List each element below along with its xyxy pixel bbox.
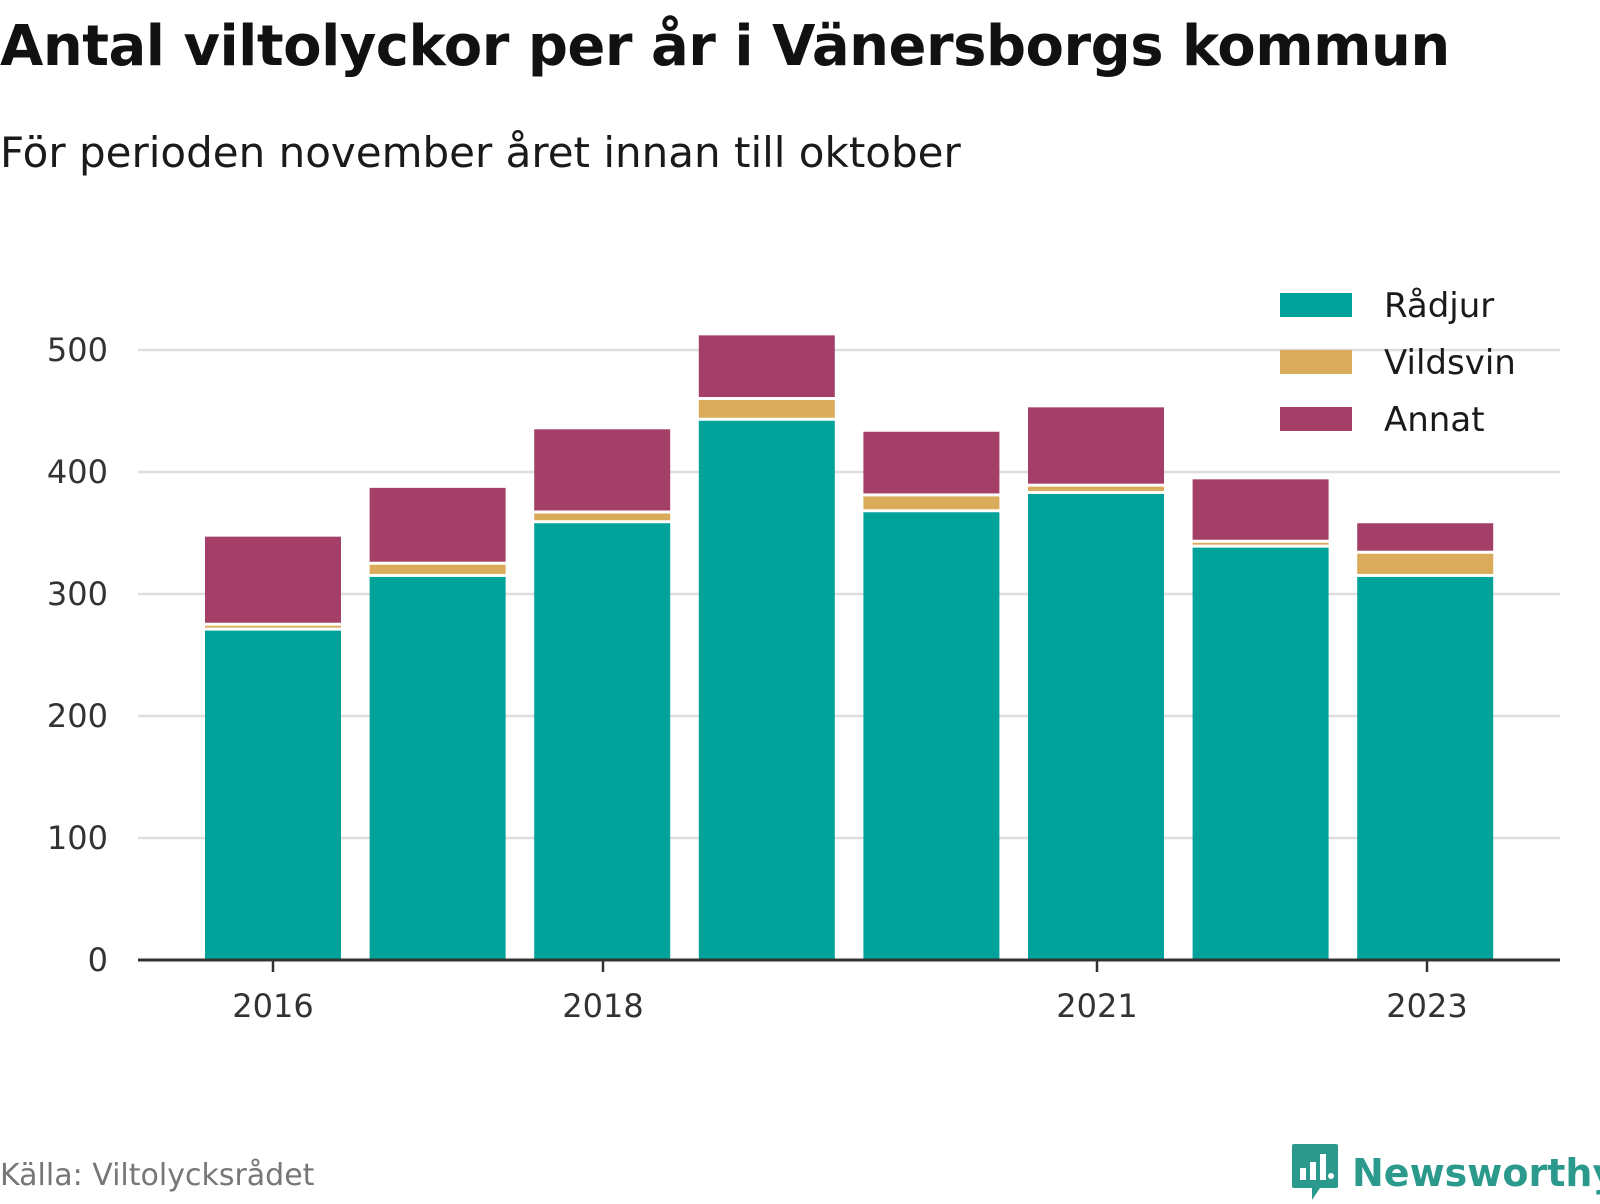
bar-2020-rådjur	[863, 512, 1000, 960]
bar-2017-vildsvin	[369, 564, 506, 574]
bar-2019-annat	[698, 335, 835, 398]
legend-label-annat: Annat	[1384, 400, 1485, 440]
bar-2022-rådjur	[1192, 547, 1329, 960]
legend-label-rådjur: Rådjur	[1384, 286, 1494, 326]
bar-2018-annat	[534, 429, 671, 511]
bar-2018-rådjur	[534, 523, 671, 960]
x-axis-ticks: 2016 2018 2021 2023	[232, 960, 1468, 1025]
legend-swatch-vildsvin	[1280, 350, 1352, 374]
legend: Rådjur Vildsvin Annat	[1280, 286, 1516, 440]
bar-2023-vildsvin	[1357, 553, 1494, 574]
y-tick-label-400: 400	[47, 453, 108, 491]
y-tick-label-500: 500	[47, 331, 108, 369]
chart-title: Antal viltolyckor per år i Vänersborgs k…	[0, 14, 1450, 79]
y-tick-label-300: 300	[47, 575, 108, 613]
bar-2020-vildsvin	[863, 496, 1000, 510]
chart-subtitle: För perioden november året innan till ok…	[0, 128, 961, 177]
bar-2020-annat	[863, 431, 1000, 494]
bar-2021-rådjur	[1028, 493, 1164, 960]
y-tick-label-100: 100	[47, 819, 108, 857]
bar-2021-vildsvin	[1028, 486, 1164, 491]
bar-2019-rådjur	[698, 420, 835, 960]
x-tick-label-2018: 2018	[562, 987, 643, 1025]
bar-2017-annat	[369, 487, 506, 562]
bars	[205, 335, 1494, 960]
legend-swatch-rådjur	[1280, 293, 1352, 317]
bar-2022-annat	[1192, 479, 1329, 540]
bar-2016-vildsvin	[205, 625, 341, 628]
brand-logo: Newsworthy	[1290, 1142, 1600, 1204]
bar-2018-vildsvin	[534, 513, 671, 521]
bar-2017-rådjur	[369, 576, 506, 960]
bar-2016-rådjur	[205, 630, 341, 960]
bar-2023-annat	[1357, 523, 1494, 551]
bar-2016-annat	[205, 536, 341, 623]
bar-2022-vildsvin	[1192, 542, 1329, 545]
x-tick-label-2016: 2016	[232, 987, 313, 1025]
source-note: Källa: Viltolycksrådet	[0, 1158, 315, 1193]
bar-2021-annat	[1028, 407, 1164, 484]
y-tick-label-0: 0	[88, 941, 108, 979]
legend-swatch-annat	[1280, 407, 1352, 431]
x-tick-label-2021: 2021	[1056, 987, 1137, 1025]
x-tick-label-2023: 2023	[1386, 987, 1467, 1025]
y-tick-label-200: 200	[47, 697, 108, 735]
legend-label-vildsvin: Vildsvin	[1384, 343, 1516, 383]
bar-2019-vildsvin	[698, 400, 835, 418]
brand-label: Newsworthy	[1352, 1151, 1600, 1195]
y-axis-ticks: 0 100 200 300 400 500	[47, 331, 108, 979]
newsworthy-logo-icon	[1292, 1144, 1338, 1200]
bar-2023-rådjur	[1357, 576, 1494, 960]
